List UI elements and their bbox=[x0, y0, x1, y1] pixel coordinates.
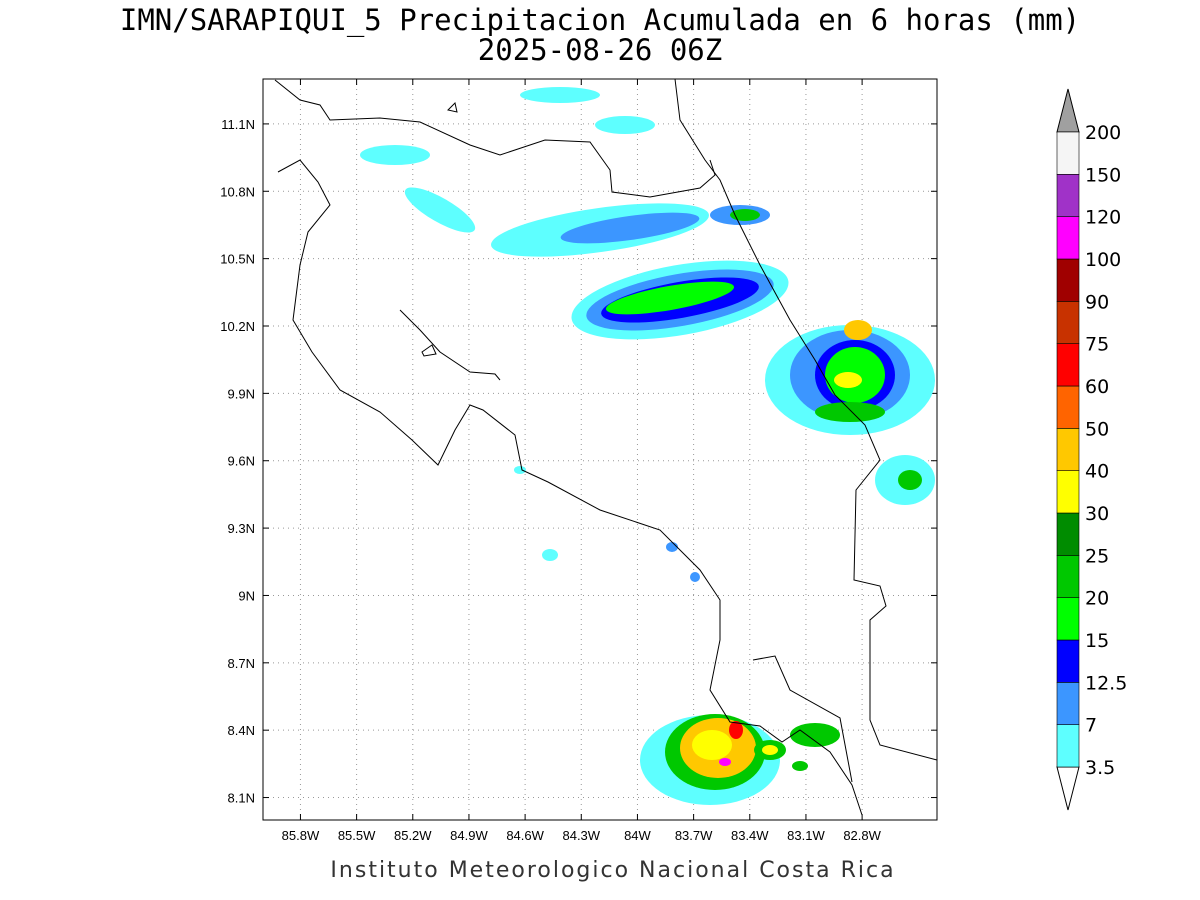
precip-cell bbox=[692, 730, 732, 760]
precip-cell bbox=[815, 402, 885, 422]
precip-cell bbox=[790, 723, 840, 747]
x-tick-label: 83.1W bbox=[787, 828, 825, 843]
colorbar-box bbox=[1056, 343, 1080, 387]
coastline bbox=[274, 79, 716, 198]
precip-cell bbox=[719, 758, 731, 766]
colorbar-label: 50 bbox=[1085, 418, 1109, 440]
x-tick-label: 85.5W bbox=[338, 828, 376, 843]
precip-cell bbox=[729, 721, 743, 739]
colorbar-label: 100 bbox=[1085, 249, 1121, 271]
coastline bbox=[674, 79, 937, 761]
colorbar-box bbox=[1056, 512, 1080, 556]
precip-cell bbox=[844, 320, 872, 340]
x-tick-label: 83.7W bbox=[675, 828, 713, 843]
colorbar-label: 20 bbox=[1085, 588, 1109, 610]
colorbar-label: 90 bbox=[1085, 291, 1109, 313]
precip-cell bbox=[560, 212, 700, 244]
colorbar-under bbox=[1056, 766, 1080, 811]
colorbar-box bbox=[1056, 216, 1080, 260]
precip-cell bbox=[898, 470, 922, 490]
colorbar-box bbox=[1056, 385, 1080, 429]
precip-cell bbox=[730, 209, 760, 221]
precip-cell bbox=[690, 572, 700, 582]
coastline bbox=[277, 159, 863, 816]
precip-cell bbox=[792, 761, 808, 771]
x-tick-label: 82.8W bbox=[843, 828, 881, 843]
colorbar-label: 15 bbox=[1085, 630, 1109, 652]
y-tick-label: 11.1N bbox=[221, 117, 255, 132]
colorbar-label: 150 bbox=[1085, 164, 1121, 186]
colorbar-box bbox=[1056, 258, 1080, 302]
x-tick-label: 83.4W bbox=[731, 828, 769, 843]
x-tick-label: 84.6W bbox=[506, 828, 544, 843]
colorbar-box bbox=[1056, 301, 1080, 344]
footer: Instituto Meteorologico Nacional Costa R… bbox=[330, 858, 895, 883]
colorbar: 3.5 7 12.5 15 20 25 30 40 50 60 75 90 100 120 150 200 bbox=[1056, 88, 1127, 811]
subtitle: 2025-08-26 06Z bbox=[478, 33, 722, 67]
colorbar-label: 30 bbox=[1085, 503, 1109, 525]
precip-cell bbox=[834, 372, 862, 388]
colorbar-label: 75 bbox=[1085, 334, 1109, 356]
colorbar-box bbox=[1056, 470, 1080, 514]
precip-cell bbox=[542, 549, 558, 561]
colorbar-box bbox=[1056, 682, 1080, 725]
coastline bbox=[421, 102, 458, 357]
coastline bbox=[752, 655, 853, 783]
coastlines bbox=[274, 79, 937, 816]
colorbar-label: 40 bbox=[1085, 461, 1109, 483]
colorbar-box bbox=[1056, 174, 1080, 217]
colorbar-box bbox=[1056, 639, 1080, 683]
colorbar-label: 200 bbox=[1085, 122, 1121, 144]
colorbar-box bbox=[1056, 597, 1080, 641]
x-tick-label: 85.2W bbox=[394, 828, 432, 843]
colorbar-label: 120 bbox=[1085, 207, 1121, 229]
y-tick-label: 10.5N bbox=[220, 252, 255, 267]
colorbar-label: 12.5 bbox=[1085, 672, 1127, 694]
colorbar-over bbox=[1056, 88, 1080, 133]
colorbar-box bbox=[1056, 131, 1080, 175]
precip-cell bbox=[762, 745, 778, 755]
y-tick-label: 9.3N bbox=[228, 521, 255, 536]
coastline bbox=[399, 309, 501, 381]
y-tick-label: 10.8N bbox=[220, 184, 255, 199]
precip-cell bbox=[605, 281, 735, 315]
colorbar-label: 25 bbox=[1085, 545, 1109, 567]
y-tick-label: 9.6N bbox=[228, 454, 255, 469]
precip-cell bbox=[360, 145, 430, 165]
x-tick-label: 84.3W bbox=[562, 828, 600, 843]
y-tick-label: 10.2N bbox=[220, 319, 255, 334]
colorbar-label: 7 bbox=[1085, 715, 1097, 737]
precipitation bbox=[360, 87, 935, 805]
precip-cell bbox=[666, 542, 678, 552]
precip-cell bbox=[595, 116, 655, 134]
y-tick-label: 8.4N bbox=[228, 723, 255, 738]
y-tick-label: 9N bbox=[238, 588, 255, 603]
y-tick-label: 9.9N bbox=[228, 386, 255, 401]
colorbar-box bbox=[1056, 428, 1080, 471]
colorbar-box bbox=[1056, 724, 1080, 768]
grid: 85.8W 85.5W 85.2W 84.9W 84.6W 84.3W 84W 83.7W 83… bbox=[220, 79, 937, 843]
x-tick-label: 85.8W bbox=[282, 828, 320, 843]
colorbar-label: 3.5 bbox=[1085, 757, 1115, 779]
map-frame bbox=[262, 78, 938, 821]
colorbar-box bbox=[1056, 555, 1080, 598]
y-tick-label: 8.1N bbox=[228, 791, 255, 806]
x-tick-label: 84W bbox=[624, 828, 651, 843]
y-tick-label: 8.7N bbox=[228, 656, 255, 671]
precip-cell bbox=[520, 87, 600, 103]
colorbar-label: 60 bbox=[1085, 376, 1109, 398]
precip-cell bbox=[404, 187, 476, 233]
x-tick-label: 84.9W bbox=[450, 828, 488, 843]
title: IMN/SARAPIQUI_5 Precipitacion Acumulada … bbox=[120, 3, 1080, 38]
precip-cell bbox=[514, 466, 526, 474]
